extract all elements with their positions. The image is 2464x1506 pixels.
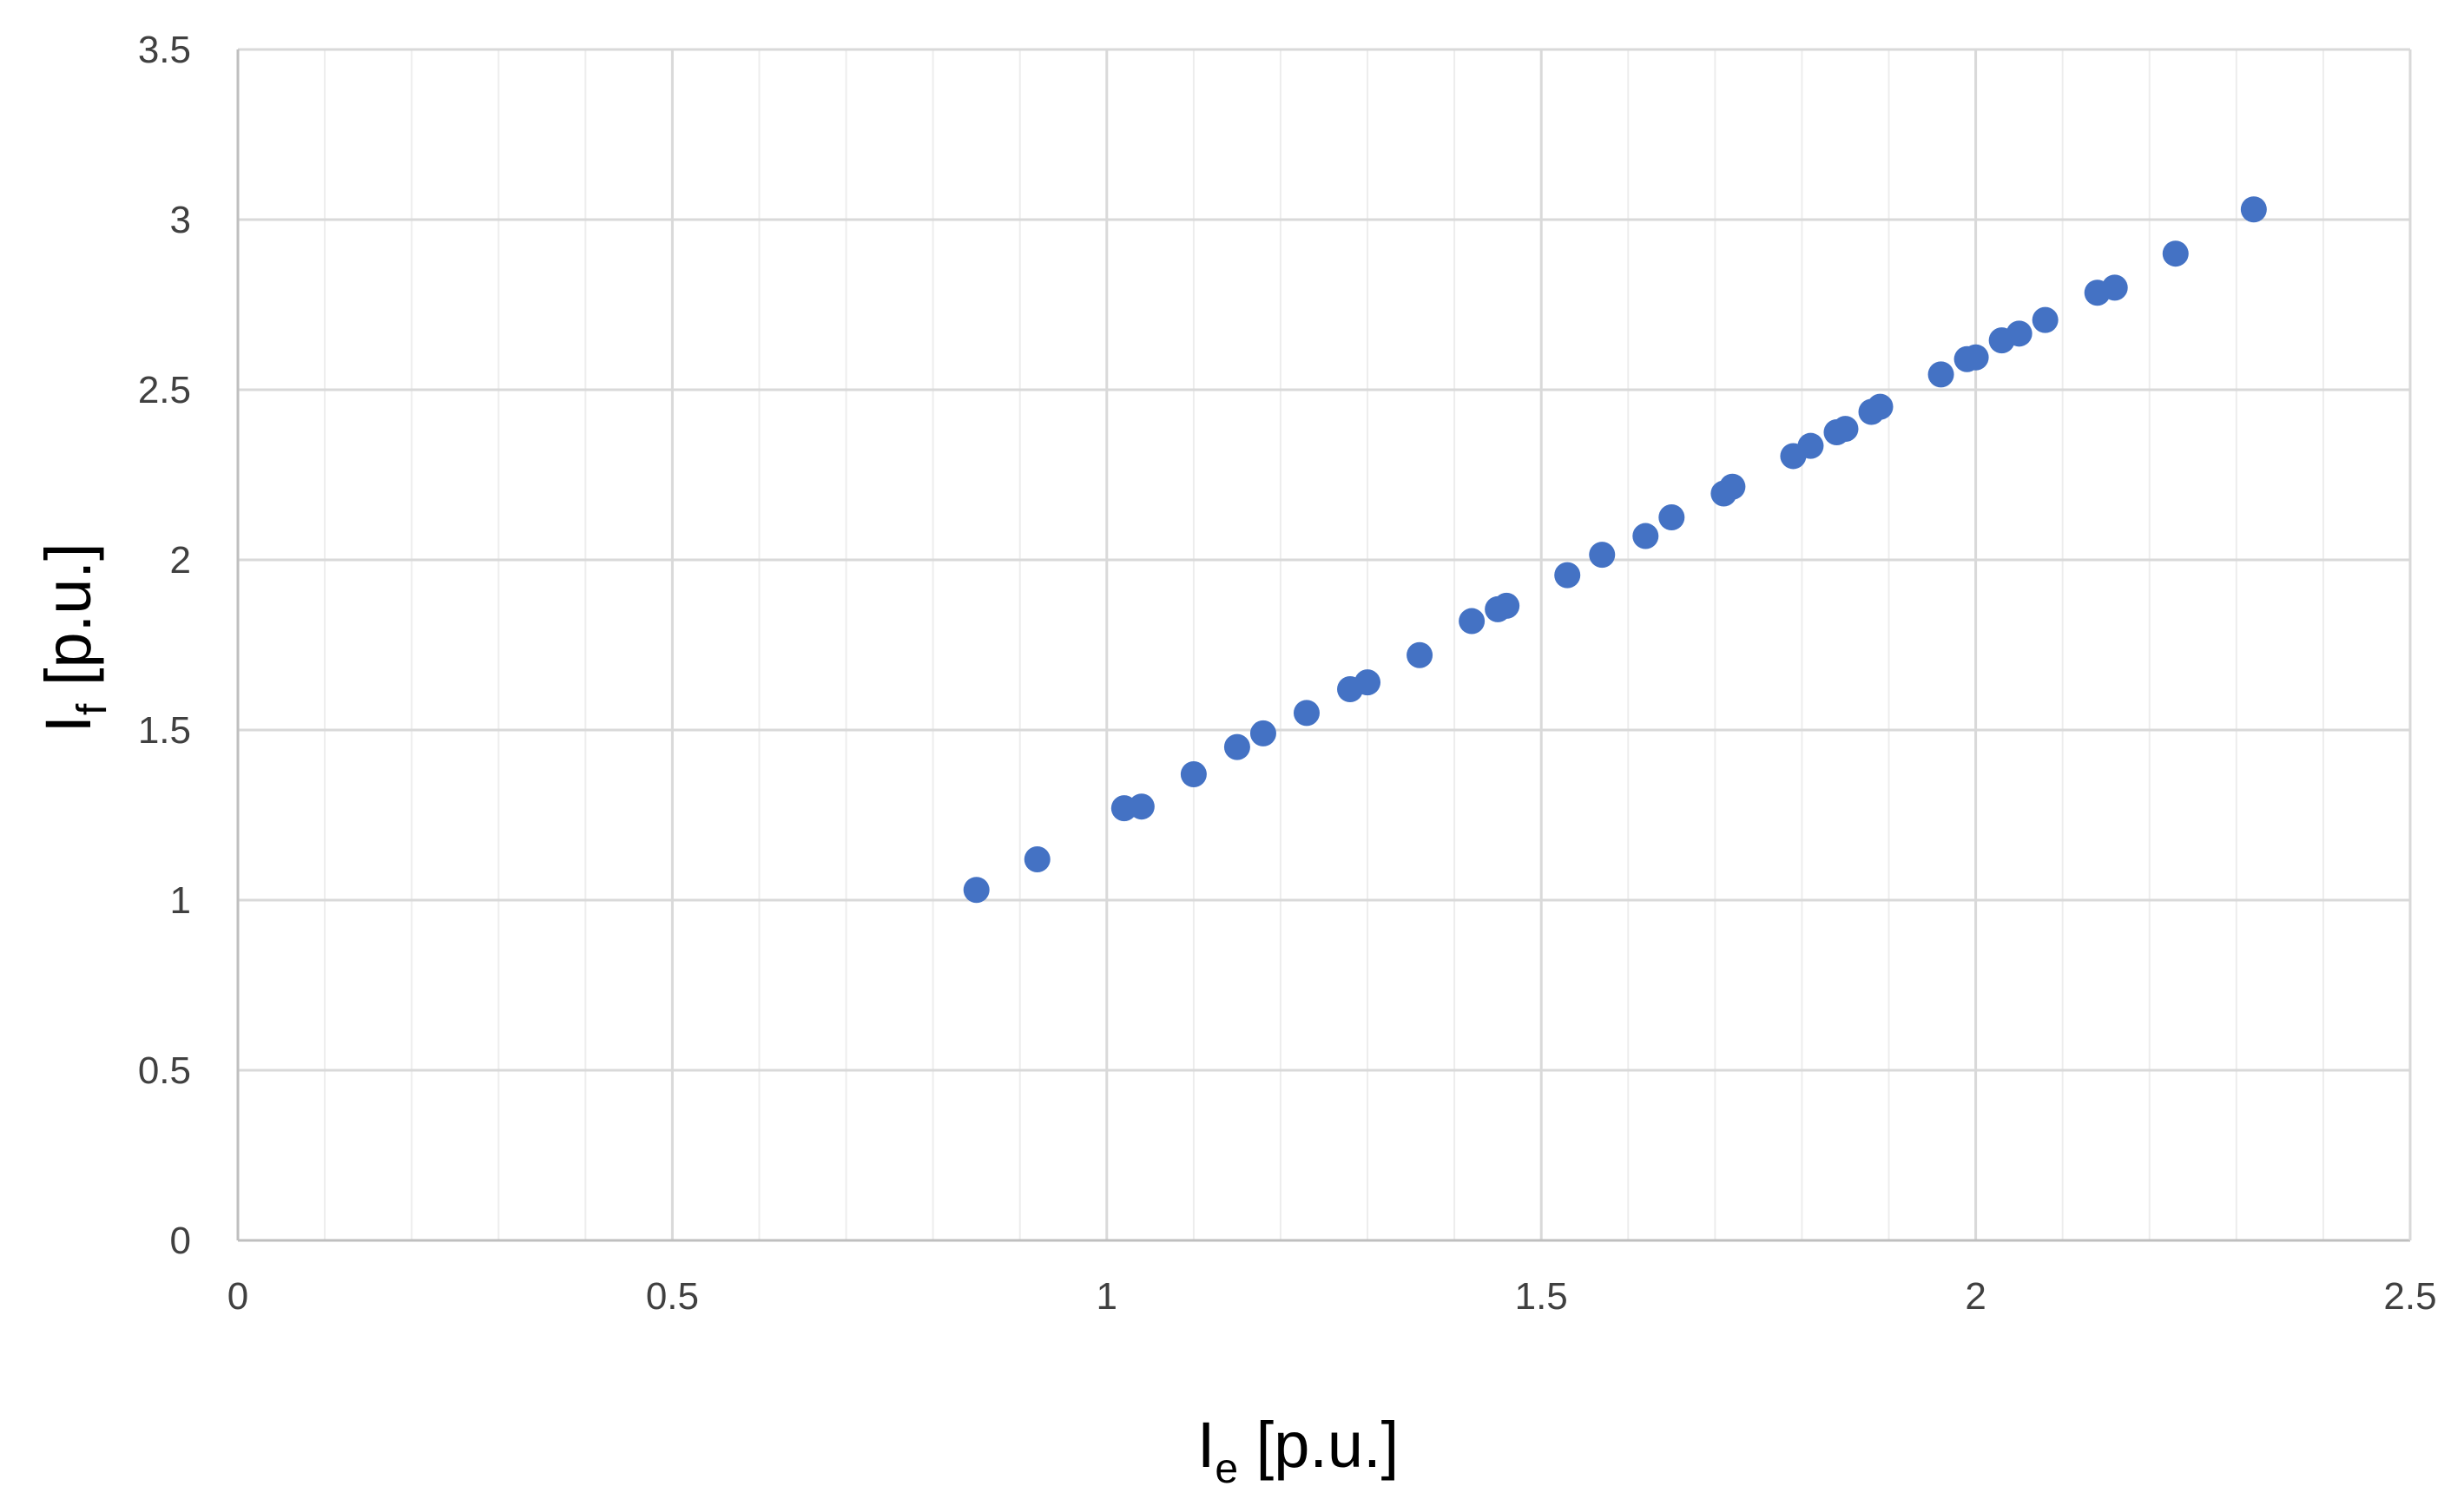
- data-point: [1180, 760, 1207, 787]
- data-point: [1832, 416, 1859, 443]
- data-point: [1459, 608, 1486, 635]
- data-point: [2240, 196, 2267, 223]
- y-tick-label: 2.5: [138, 369, 191, 411]
- plot-area-border: [236, 49, 2412, 1242]
- x-tick-label: 0: [227, 1275, 248, 1318]
- y-axis-title-unit: [p.u.]: [32, 543, 104, 703]
- data-point: [1128, 793, 1155, 820]
- y-tick-label: 1: [170, 879, 191, 922]
- x-tick-label: 1: [1097, 1275, 1117, 1318]
- data-point: [963, 877, 990, 904]
- data-point: [1797, 432, 1824, 459]
- x-axis-title: Ie [p.u.]: [1197, 1409, 1399, 1492]
- data-point: [2006, 320, 2032, 347]
- x-axis-tick-labels: 0 0.5 1 1.5 2 2.5: [227, 1275, 2437, 1318]
- data-point: [1962, 344, 1989, 371]
- y-axis-title-subscript: f: [69, 703, 115, 715]
- y-tick-label: 2: [170, 539, 191, 582]
- x-tick-label: 1.5: [1515, 1275, 1568, 1318]
- data-point: [2032, 306, 2059, 333]
- data-point: [1493, 592, 1520, 619]
- data-point: [1249, 720, 1276, 746]
- x-axis-title-unit: [p.u.]: [1238, 1409, 1399, 1481]
- y-tick-label: 0.5: [138, 1049, 191, 1092]
- data-point: [1658, 504, 1685, 530]
- x-tick-label: 2: [1965, 1275, 1986, 1318]
- y-tick-label: 3: [170, 199, 191, 241]
- data-point: [1354, 669, 1381, 696]
- data-point: [1024, 845, 1051, 872]
- data-point: [1223, 733, 1250, 760]
- data-point: [1719, 473, 1746, 500]
- y-axis-title: If [p.u.]: [32, 543, 115, 733]
- data-point: [1554, 562, 1581, 589]
- data-point: [1293, 700, 1320, 727]
- y-tick-label: 3.5: [138, 29, 191, 71]
- y-axis-tick-labels: 0 0.5 1 1.5 2 2.5 3 3.5: [138, 29, 191, 1262]
- data-point: [1589, 542, 1616, 569]
- data-point: [1632, 523, 1659, 549]
- data-points: [963, 196, 2267, 904]
- data-point: [1407, 641, 1433, 668]
- y-axis-title-main: I: [32, 715, 104, 733]
- y-tick-label: 0: [170, 1220, 191, 1262]
- x-tick-label: 2.5: [2383, 1275, 2436, 1318]
- x-tick-label: 0.5: [646, 1275, 699, 1318]
- gridlines: [238, 48, 2410, 1240]
- data-point: [2101, 274, 2128, 301]
- x-axis-title-main: I: [1197, 1409, 1216, 1481]
- x-axis-title-subscript: e: [1215, 1446, 1238, 1492]
- y-tick-label: 1.5: [138, 709, 191, 752]
- data-point: [2162, 240, 2189, 267]
- data-point: [1927, 361, 1954, 388]
- data-point: [1867, 393, 1894, 420]
